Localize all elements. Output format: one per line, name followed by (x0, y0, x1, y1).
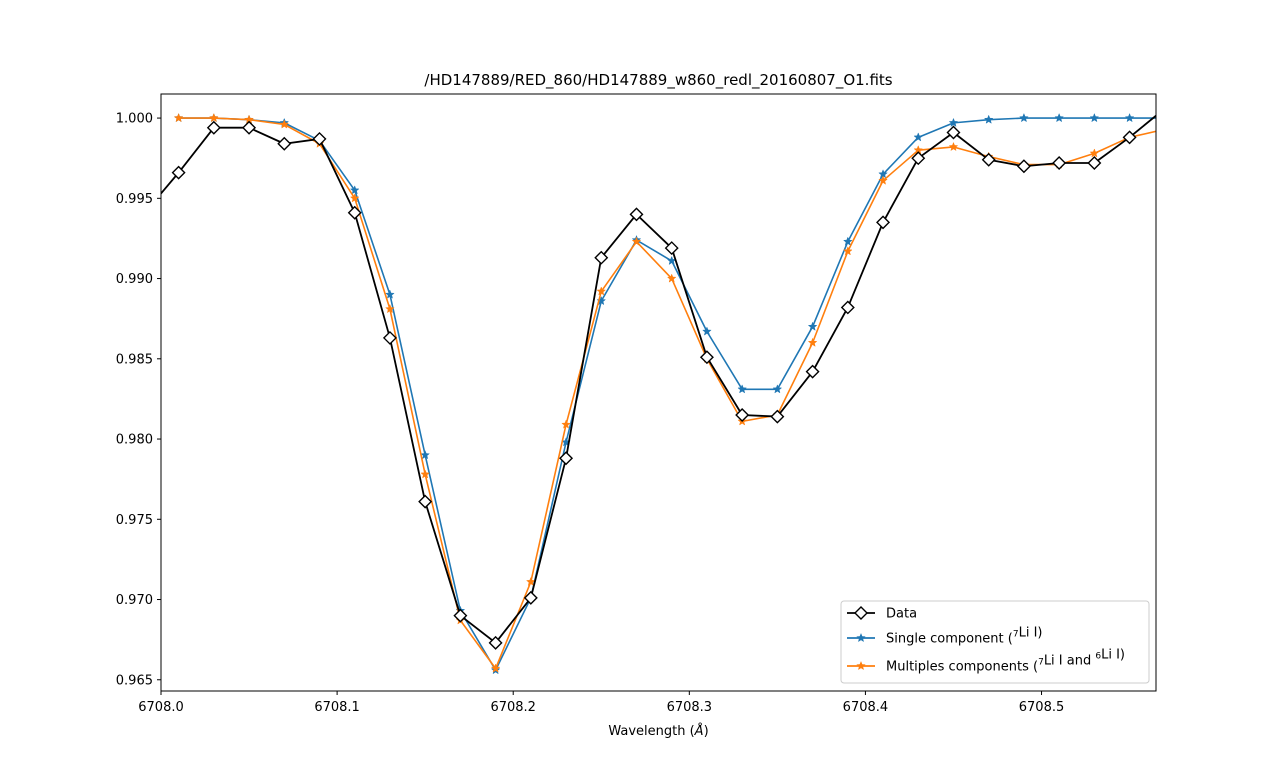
data-point (1124, 112, 1135, 123)
data-point (279, 119, 290, 129)
series-layer (161, 112, 1156, 675)
x-axis-label: Wavelength (Å) (608, 723, 708, 739)
x-tick-label: 6708.3 (667, 700, 713, 715)
data-point (911, 151, 926, 166)
data-point (242, 120, 257, 135)
data-point (1089, 148, 1100, 158)
data-point (981, 152, 996, 167)
legend-item: Multiples components (7Li I and 6Li I) (847, 648, 1125, 675)
data-point (420, 450, 430, 460)
data-point (1019, 112, 1029, 123)
legend-label: Data (886, 607, 917, 622)
x-tick-label: 6708.2 (490, 700, 536, 715)
data-point (382, 330, 397, 345)
data-point (948, 117, 959, 128)
data-point (208, 112, 219, 123)
data-point (349, 193, 360, 203)
legend-item: Data (847, 606, 917, 622)
data-point (770, 409, 785, 424)
data-point (807, 321, 818, 331)
legend-marker (856, 660, 866, 671)
x-tick-label: 6708.4 (843, 700, 889, 715)
data-point (842, 236, 853, 246)
y-tick-label: 0.980 (116, 433, 153, 448)
data-point (702, 326, 712, 336)
chart-title: /HD147889/RED_860/HD147889_w860_redl_201… (424, 71, 892, 90)
data-point (666, 273, 677, 283)
series-1 (173, 112, 1156, 675)
data-point (1052, 156, 1067, 170)
series-2 (173, 112, 1156, 673)
data-point (453, 608, 468, 623)
y-axis: 0.965 0.970 0.975 0.980 0.985 0.990 0.995 1.000 (116, 112, 161, 688)
data-point (596, 295, 607, 306)
x-tick-label: 6708.5 (1019, 700, 1065, 715)
data-point (772, 384, 783, 394)
y-tick-label: 0.995 (116, 192, 153, 207)
data-point (523, 590, 538, 605)
x-tick-label: 6708.1 (314, 700, 360, 715)
data-point (277, 136, 292, 151)
data-point (631, 236, 642, 246)
data-point (807, 337, 818, 347)
series-line (178, 117, 1156, 670)
data-point (735, 407, 750, 422)
x-axis: 6708.0 6708.1 6708.2 6708.3 6708.4 6708.5 (138, 691, 1064, 715)
y-tick-label: 1.000 (116, 112, 153, 127)
y-tick-label: 0.985 (116, 352, 153, 367)
y-tick-label: 0.965 (116, 673, 153, 688)
series-line (161, 114, 1156, 644)
data-point (1087, 156, 1102, 170)
legend-box (840, 600, 1150, 684)
data-point (559, 451, 574, 466)
data-point (349, 185, 360, 195)
data-point (490, 663, 501, 673)
data-point (385, 303, 395, 314)
legend-label: Multiples components (7Li I and 6Li I) (886, 648, 1125, 675)
data-point (525, 576, 536, 586)
data-point (948, 141, 959, 152)
data-point (347, 205, 362, 220)
data-point (420, 469, 430, 479)
data-point (1016, 159, 1031, 174)
data-point (983, 114, 994, 124)
data-point (561, 419, 571, 429)
data-point (629, 207, 644, 222)
legend: Data Single component (7Li I)Multiples co… (840, 600, 1150, 684)
data-point (171, 165, 186, 180)
data-point (385, 289, 395, 299)
data-point (946, 125, 961, 140)
x-tick-label: 6708.0 (138, 700, 184, 715)
y-tick-label: 0.975 (116, 513, 153, 528)
data-point (206, 120, 221, 135)
data-point (699, 350, 714, 365)
y-tick-label: 0.970 (116, 593, 153, 608)
legend-label: Single component (7Li I) (886, 626, 1043, 647)
legend-marker (856, 632, 866, 643)
data-point (842, 246, 853, 256)
data-point (596, 286, 607, 296)
data-point (1122, 130, 1137, 145)
data-point (737, 384, 747, 394)
data-point (173, 112, 184, 123)
legend-item: Single component (7Li I) (847, 626, 1043, 647)
data-point (418, 494, 433, 509)
data-point (876, 215, 891, 230)
data-point (1089, 112, 1100, 123)
series-line (178, 117, 1156, 671)
y-tick-label: 0.990 (116, 272, 153, 287)
data-point (1054, 112, 1064, 123)
data-point (312, 131, 327, 146)
data-point (664, 241, 679, 256)
series-0 (161, 114, 1156, 650)
data-point (913, 132, 924, 142)
plot-frame (160, 93, 1157, 692)
data-point (594, 250, 609, 265)
data-point (878, 175, 888, 185)
data-point (840, 300, 855, 315)
data-point (805, 364, 820, 379)
legend-marker (854, 606, 868, 620)
data-point (488, 635, 503, 650)
